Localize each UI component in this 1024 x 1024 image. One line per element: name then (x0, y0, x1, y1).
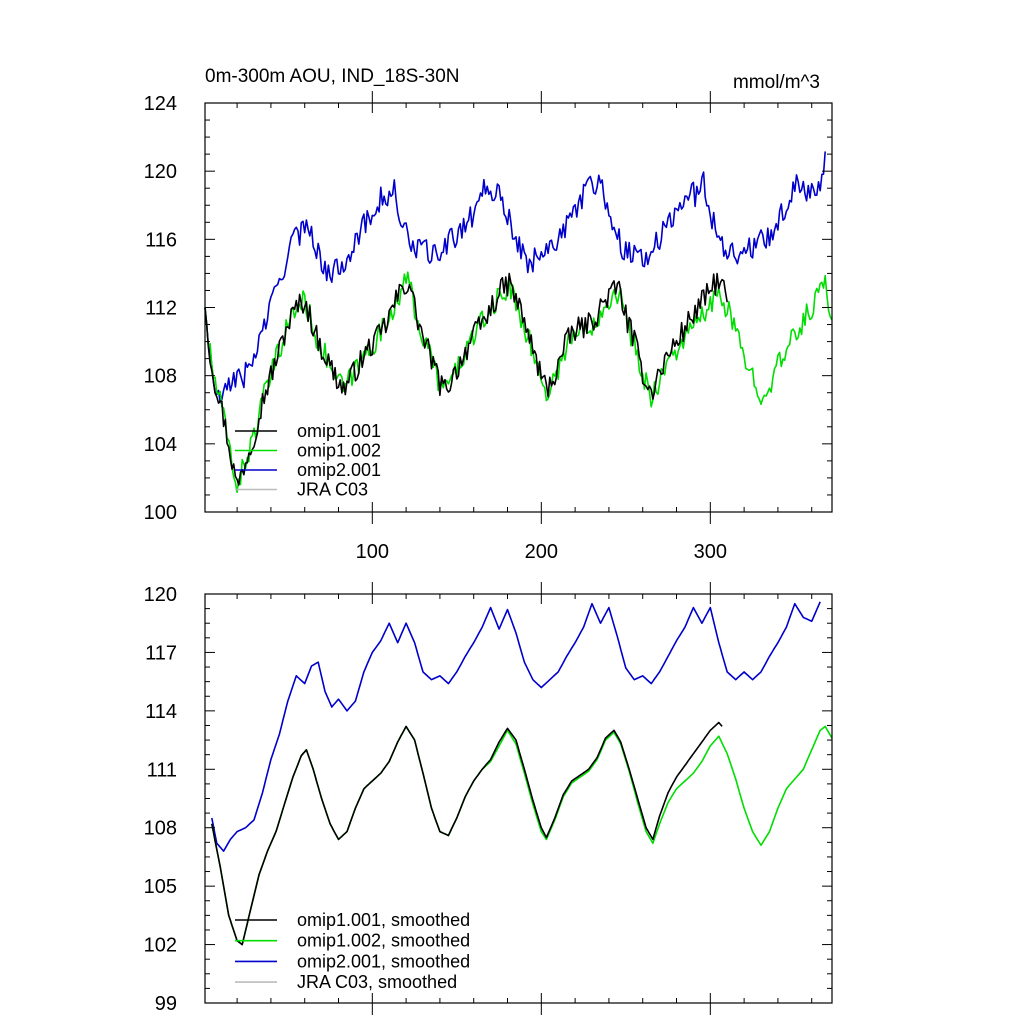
legend-label: omip1.001, smoothed (297, 910, 470, 930)
bottom-axes-ticks: 99 102 105 108 111 114 117 120 (144, 582, 832, 1015)
y-tick-label: 120 (144, 161, 177, 183)
x-tick-label: 100 (356, 541, 389, 563)
series-line-omip2-001-smoothed (211, 601, 821, 852)
y-tick-label: 112 (145, 298, 177, 320)
legend-label: JRA C03 (297, 480, 368, 500)
y-tick-label: 108 (144, 366, 177, 388)
y-tick-label: 104 (144, 434, 177, 456)
x-tick-label: 300 (694, 541, 727, 563)
legend-label: omip2.001, smoothed (297, 951, 470, 971)
legend-label: JRA C03, smoothed (297, 972, 457, 992)
y-tick-label: 117 (145, 642, 177, 664)
top-chart-title: 0m-300m AOU, IND_18S-30N (205, 66, 460, 87)
y-tick-label: 100 (144, 502, 177, 524)
y-tick-label: 124 (144, 93, 177, 115)
bottom-series-group (211, 601, 833, 946)
top-series-group (204, 151, 833, 493)
legend-label: omip1.002, smoothed (297, 931, 470, 951)
y-tick-label: 99 (155, 993, 177, 1015)
legend-label: omip1.001 (297, 421, 381, 441)
y-tick-label: 102 (144, 935, 177, 957)
y-tick-label: 116 (145, 229, 177, 251)
y-tick-label: 111 (147, 759, 177, 781)
series-line-omip2-001 (204, 151, 826, 404)
series-line-omip1-001 (204, 272, 728, 486)
y-tick-label: 105 (144, 876, 177, 898)
legend-label: omip2.001 (297, 460, 381, 480)
top-axes-ticks: 100 104 108 112 116 120 124 100 200 300 (144, 91, 832, 563)
bottom-chart-panel: 99 102 105 108 111 114 117 120 omip1.001, smoot… (144, 582, 833, 1015)
y-tick-label: 108 (144, 818, 177, 840)
y-tick-label: 114 (145, 701, 177, 723)
y-tick-label: 120 (144, 584, 177, 606)
legend-label: omip1.002 (297, 441, 381, 461)
series-line-omip1-001-smoothed (211, 721, 723, 946)
top-chart-panel: 0m-300m AOU, IND_18S-30N mmol/m^3 100 104… (144, 66, 833, 563)
top-chart-units: mmol/m^3 (733, 72, 820, 93)
x-tick-label: 200 (525, 541, 558, 563)
